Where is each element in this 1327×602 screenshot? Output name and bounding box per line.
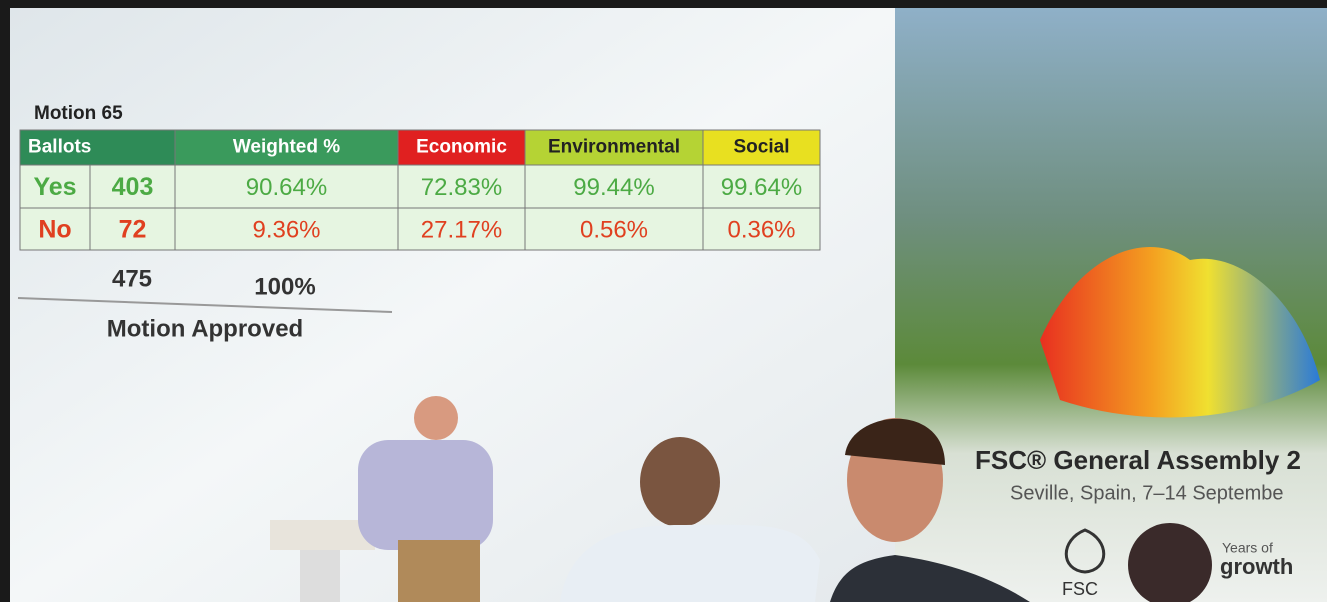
speaker-trousers <box>398 540 480 602</box>
results-table: Ballots Weighted % Economic Environmental So… <box>20 130 820 250</box>
speaker-head <box>414 396 458 440</box>
cell-text: 90.64% <box>246 174 327 201</box>
header-label: Social <box>734 137 790 158</box>
header-label: Environmental <box>548 137 680 158</box>
total-ballots: 475 <box>112 265 152 292</box>
cell-text: No <box>38 216 71 244</box>
slide-title: Motion 65 <box>34 103 123 124</box>
cell-text: 403 <box>112 173 154 201</box>
cell-text: 99.64% <box>721 174 802 201</box>
cell-text: 0.56% <box>580 216 648 243</box>
cell-text: Yes <box>33 173 76 201</box>
cell-text: 9.36% <box>252 216 320 243</box>
header-label: Economic <box>416 137 507 158</box>
fsc-logo: FSC <box>1062 579 1098 599</box>
cell-text: 0.36% <box>727 216 795 243</box>
banner-title: FSC® General Assembly 2 <box>975 445 1301 475</box>
header-label: Weighted % <box>233 137 340 158</box>
cell-text: 99.44% <box>573 174 654 201</box>
cell-text: 27.17% <box>421 216 502 243</box>
podium-stand <box>300 550 340 602</box>
page: {"slide": {"title": "Motion 65", "table"… <box>0 0 1327 602</box>
audience-head-1 <box>640 437 720 527</box>
photo: Motion 65 Ballots Weighted % Economic Envir… <box>0 0 1327 602</box>
header-label: Ballots <box>28 137 91 158</box>
motion-result: Motion Approved <box>107 315 303 342</box>
total-percent: 100% <box>254 273 315 300</box>
cell-text: 72.83% <box>421 174 502 201</box>
tagline-2: growth <box>1220 554 1293 579</box>
banner-subtitle: Seville, Spain, 7–14 Septembe <box>1010 482 1284 504</box>
cell-text: 72 <box>119 216 147 244</box>
speaker-shirt <box>358 440 493 550</box>
